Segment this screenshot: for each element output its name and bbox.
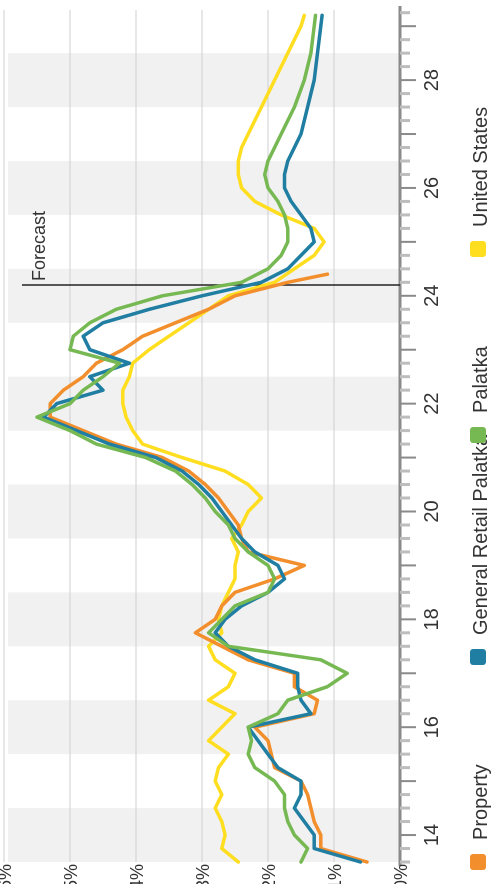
x-tick-label: 14 (421, 824, 443, 846)
x-tick-label: 22 (421, 393, 443, 415)
x-tick-label: 20 (421, 500, 443, 522)
y-tick-label: 1% (325, 864, 345, 884)
band-stripe (8, 376, 400, 431)
band-stripe (8, 484, 400, 539)
x-tick-label: 24 (421, 285, 443, 307)
legend-label: United States (470, 107, 492, 227)
band-stripe (8, 53, 400, 108)
series-line-united-states (121, 13, 326, 864)
band-stripe (8, 700, 400, 755)
legend-swatch (470, 427, 486, 443)
y-tick-label: 4% (127, 864, 147, 884)
legend-label: Property (470, 764, 492, 840)
legend-label: Palatka (470, 345, 492, 413)
legend-swatch (470, 649, 486, 665)
y-tick-label: 5% (61, 864, 81, 884)
legend: Property General Retail Palatka Palatka Uni… (470, 107, 492, 870)
x-tick-label: 26 (421, 177, 443, 199)
series-line-property (48, 272, 369, 864)
x-tick-label: 16 (421, 716, 443, 738)
y-tick-label: 3% (193, 864, 213, 884)
y-tick-label: 6% (0, 864, 15, 884)
series-line-palatka (35, 13, 349, 864)
band-stripe (8, 160, 400, 215)
legend-label: General Retail Palatka (470, 434, 492, 635)
legend-swatch (470, 241, 486, 257)
y-tick-label: 0% (391, 864, 411, 884)
legend-swatch (470, 854, 486, 870)
x-tick-label: 18 (421, 608, 443, 630)
forecast-label: Forecast (29, 211, 49, 281)
x-tick-label: 28 (421, 69, 443, 91)
y-tick-label: 2% (259, 864, 279, 884)
